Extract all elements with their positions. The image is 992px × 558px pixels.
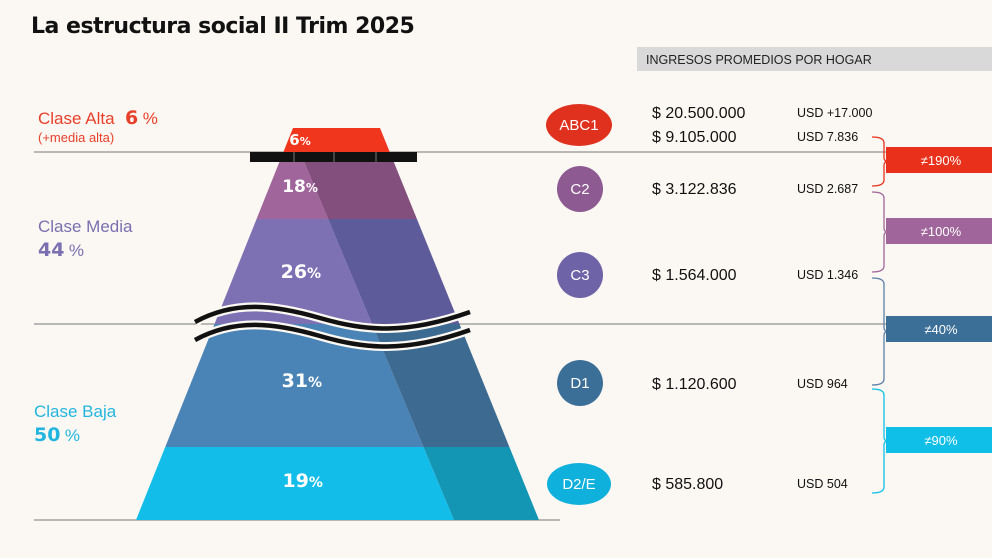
income-header-label: INGRESOS PROMEDIOS POR HOGAR	[646, 53, 872, 67]
group-bubble-abc1	[546, 104, 612, 146]
class-sub-alta: (+media alta)	[38, 130, 114, 145]
pyramid-segment-side-26	[328, 219, 460, 324]
pyramid-segment-front-26	[214, 219, 372, 324]
pyramid-label-31: 31%	[282, 370, 322, 392]
difference-bracket-1	[871, 191, 889, 273]
group-bubble-c3	[557, 252, 603, 298]
pyramid-segment-side-19	[423, 447, 539, 520]
difference-bracket-2	[871, 277, 889, 386]
group-code-d2-e: D2/E	[562, 476, 595, 493]
class-pct-alta: 6	[125, 107, 138, 129]
difference-label-3: ≠90%	[924, 433, 958, 448]
svg-text:Clase Alta 6 %: Clase Alta 6 %	[38, 107, 158, 129]
svg-text:50 %: 50 %	[34, 424, 80, 446]
income-ars-c3-0: $ 1.564.000	[652, 267, 737, 284]
class-pct-symbol-media: %	[69, 241, 84, 260]
svg-text:44 %: 44 %	[38, 239, 84, 261]
class-name-baja: Clase Baja	[34, 402, 117, 421]
income-usd-d2-e-0: USD 504	[797, 477, 848, 491]
pyramid-segment-side-31	[372, 324, 510, 447]
class-name-media: Clase Media	[38, 217, 133, 236]
income-ars-d1-0: $ 1.120.600	[652, 376, 737, 393]
pyramid-label-6: 6%	[289, 131, 310, 149]
difference-brackets: ≠190% ≠100% ≠40% ≠90%	[871, 136, 992, 494]
class-pct-symbol-alta: %	[143, 109, 158, 128]
difference-bracket-0	[871, 136, 889, 187]
group-code-d1: D1	[570, 375, 589, 392]
group-bubble-d1	[557, 360, 603, 406]
group-bubble-d2-e	[547, 463, 611, 505]
income-usd-abc1-0: USD +17.000	[797, 106, 872, 120]
group-code-c2: C2	[570, 181, 589, 198]
pyramid-label-18: 18%	[282, 177, 318, 197]
income-ars-abc1-1: $ 9.105.000	[652, 129, 737, 146]
income-usd-d1-0: USD 964	[797, 377, 848, 391]
pyramid-segment-6	[283, 128, 390, 152]
pyramid-segment-front-19	[136, 447, 454, 520]
class-label-baja: Clase Baja 50 %	[34, 402, 117, 446]
difference-badge-2	[886, 316, 992, 342]
pyramid: 6% 18% 26% 31% 19%	[136, 128, 539, 520]
income-usd-c3-0: USD 1.346	[797, 268, 858, 282]
pyramid-segment-side-18	[300, 152, 417, 219]
class-name-alta: Clase Alta	[38, 109, 115, 128]
difference-label-2: ≠40%	[924, 322, 958, 337]
pyramid-segment-front-18	[256, 152, 329, 219]
difference-badge-1	[886, 218, 992, 244]
class-label-media: Clase Media 44 %	[38, 217, 133, 261]
income-ars-c2-0: $ 3.122.836	[652, 181, 737, 198]
group-code-abc1: ABC1	[559, 117, 598, 134]
group-bubbles: ABC1 C2 C3 D1 D2/E	[546, 104, 612, 505]
pyramid-label-19: 19%	[282, 470, 322, 492]
chart-title: La estructura social II Trim 2025	[31, 14, 414, 39]
income-ars-abc1-0: $ 20.500.000	[652, 105, 746, 122]
class-label-alta: Clase Alta 6 % (+media alta)	[38, 107, 158, 145]
class-pct-media: 44	[38, 239, 64, 261]
difference-label-1: ≠100%	[921, 224, 962, 239]
group-bubble-c2	[557, 166, 603, 212]
class-pct-baja: 50	[34, 424, 60, 446]
pyramid-label-26: 26%	[281, 261, 321, 283]
class-pct-symbol-baja: %	[65, 426, 80, 445]
scale-break-lines	[192, 302, 472, 351]
income-usd-c2-0: USD 2.687	[797, 182, 858, 196]
difference-badge-0	[886, 147, 992, 173]
income-header-bar	[637, 47, 992, 71]
group-code-c3: C3	[570, 267, 589, 284]
difference-bracket-3	[871, 388, 889, 494]
difference-badge-3	[886, 427, 992, 453]
pyramid-segment-front-31	[165, 324, 424, 447]
difference-label-0: ≠190%	[921, 153, 962, 168]
income-values: $ 20.500.000 USD +17.000 $ 9.105.000 USD 7.…	[652, 105, 872, 493]
income-ars-d2-e-0: $ 585.800	[652, 476, 723, 493]
income-usd-abc1-1: USD 7.836	[797, 130, 858, 144]
pyramid-cap-bar	[250, 152, 417, 162]
